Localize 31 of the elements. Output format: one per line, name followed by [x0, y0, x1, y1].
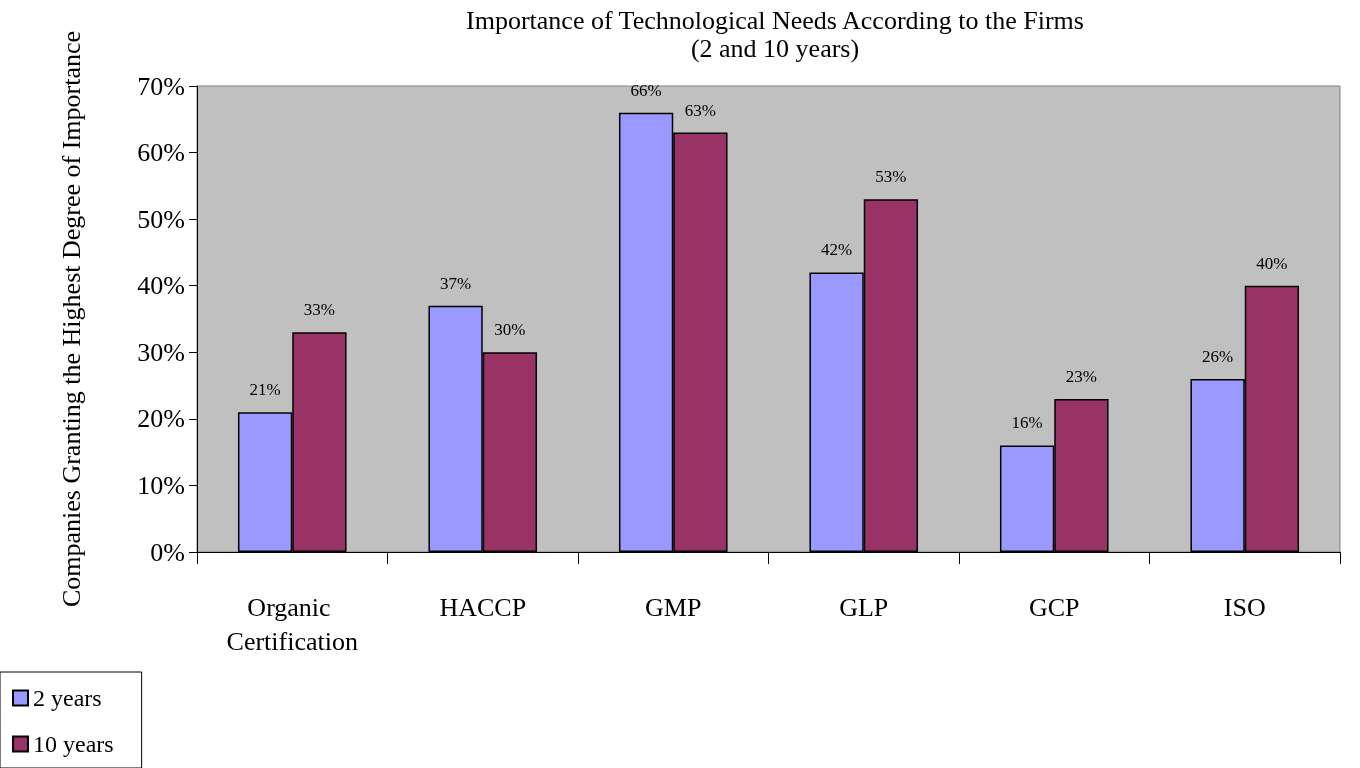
x-tick-label: ISO: [1223, 592, 1266, 622]
y-tick-label: 20%: [137, 404, 185, 434]
data-label: 21%: [249, 380, 281, 400]
y-tick-label: 70%: [137, 71, 185, 101]
y-tick-label: 30%: [137, 337, 185, 367]
x-tick-label: GMP: [645, 592, 702, 622]
chart-subtitle: (2 and 10 years): [690, 33, 860, 63]
data-label: 33%: [303, 300, 335, 320]
legend-label: 10 years: [33, 731, 114, 757]
x-tick-label: HACCP: [439, 592, 527, 622]
data-label: 53%: [875, 167, 907, 187]
data-label: 42%: [821, 240, 853, 260]
data-label: 40%: [1256, 253, 1288, 273]
data-label: 23%: [1065, 366, 1097, 386]
data-label: 66%: [630, 80, 662, 100]
y-tick-label: 10%: [137, 470, 185, 500]
y-tick-label: 50%: [137, 204, 185, 234]
legend-label: 2 years: [33, 685, 102, 711]
y-tick-label: 40%: [137, 271, 185, 301]
y-tick-label: 0%: [150, 537, 185, 567]
data-label: 16%: [1011, 413, 1043, 433]
x-tick-label: GLP: [839, 592, 889, 622]
data-label: 37%: [440, 273, 472, 293]
data-label: 63%: [684, 100, 716, 120]
data-label: 26%: [1202, 346, 1234, 366]
data-label: 30%: [494, 320, 526, 340]
y-axis-title: Companies Granting the Highest Degree of Importance: [56, 30, 86, 608]
chart-title: Importance of Technological Needs According to the Firms: [466, 5, 1084, 35]
x-tick-label: Organic Certification: [226, 592, 358, 656]
y-tick-label: 60%: [137, 138, 185, 168]
x-tick-label: GCP: [1028, 592, 1080, 622]
